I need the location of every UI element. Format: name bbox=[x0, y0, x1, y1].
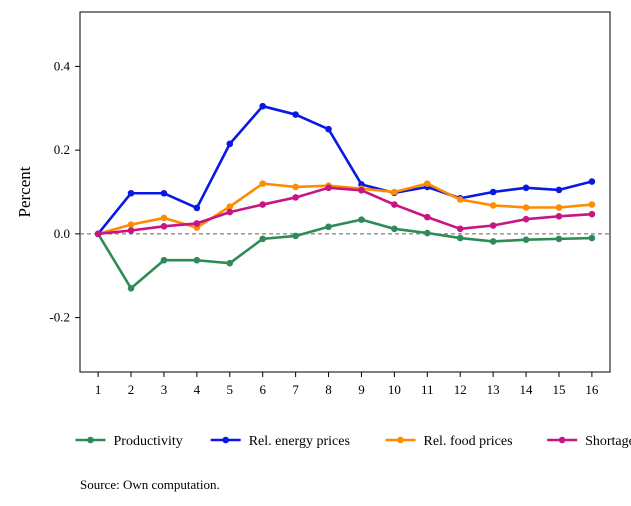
series-line bbox=[97, 104, 593, 235]
legend-label: Shortages bbox=[585, 434, 631, 449]
data-point bbox=[127, 189, 135, 197]
data-point bbox=[259, 102, 267, 110]
data-point bbox=[358, 187, 365, 194]
x-tick-label: 5 bbox=[227, 382, 234, 397]
axes: -0.20.00.20.41 2 3 4 5 6 7 8 9 10 11 12 13 14 15 16 bbox=[49, 58, 598, 397]
data-point bbox=[325, 223, 332, 231]
data-point bbox=[489, 202, 497, 209]
series-line bbox=[97, 182, 593, 236]
data-point bbox=[522, 215, 530, 223]
data-point bbox=[325, 125, 332, 133]
data-point bbox=[325, 184, 332, 192]
data-point bbox=[160, 189, 168, 197]
source-note: Source: Own computation. bbox=[80, 477, 220, 492]
data-point bbox=[588, 178, 596, 185]
x-tick-label: 9 bbox=[358, 382, 365, 397]
legend: Productivity Rel. energy prices Rel. food … bbox=[75, 434, 631, 449]
data-point bbox=[259, 235, 267, 243]
x-tick-label: 12 bbox=[454, 382, 467, 397]
data-point bbox=[489, 238, 497, 245]
data-point bbox=[226, 208, 234, 216]
data-point bbox=[588, 210, 596, 218]
legend-swatch-marker bbox=[397, 436, 404, 444]
x-tick-label: 11 bbox=[421, 382, 434, 397]
y-axis-title: Percent bbox=[15, 166, 34, 217]
data-point bbox=[423, 229, 431, 237]
data-point bbox=[391, 188, 398, 196]
data-point bbox=[127, 284, 135, 292]
legend-swatch-marker bbox=[222, 436, 229, 444]
data-point bbox=[456, 225, 464, 233]
data-point bbox=[292, 111, 299, 118]
data-point bbox=[423, 180, 431, 187]
data-point bbox=[259, 201, 267, 208]
data-point bbox=[226, 140, 234, 148]
data-point bbox=[160, 223, 168, 230]
data-point bbox=[588, 234, 596, 242]
x-tick-label: 4 bbox=[194, 382, 201, 397]
data-point bbox=[555, 186, 563, 194]
y-tick-label: 0.0 bbox=[54, 226, 70, 241]
data-point bbox=[160, 214, 168, 222]
legend-swatch-marker bbox=[558, 436, 566, 444]
data-point bbox=[127, 221, 135, 228]
x-tick-label: 2 bbox=[128, 382, 135, 397]
x-tick-label: 1 bbox=[95, 382, 102, 397]
data-point bbox=[292, 194, 299, 201]
data-point bbox=[555, 235, 563, 243]
data-point bbox=[94, 230, 102, 238]
x-tick-label: 10 bbox=[388, 382, 401, 397]
series-line bbox=[96, 218, 592, 290]
plot-frame bbox=[79, 11, 611, 373]
data-point bbox=[292, 183, 299, 191]
data-point bbox=[193, 204, 201, 212]
x-tick-label: 3 bbox=[161, 382, 168, 397]
data-point bbox=[292, 232, 299, 240]
x-tick-label: 13 bbox=[487, 382, 500, 397]
data-point bbox=[489, 188, 497, 196]
data-point bbox=[226, 203, 234, 210]
data-point bbox=[259, 180, 267, 187]
x-tick-label: 14 bbox=[520, 382, 534, 397]
data-point bbox=[555, 204, 563, 211]
data-point bbox=[391, 201, 398, 208]
x-tick-label: 15 bbox=[552, 382, 565, 397]
data-point bbox=[358, 216, 365, 223]
legend-label: Rel. food prices bbox=[424, 434, 513, 449]
data-point bbox=[423, 213, 431, 221]
x-tick-label: 8 bbox=[325, 382, 332, 397]
data-point bbox=[522, 204, 530, 211]
y-tick-label: -0.2 bbox=[49, 310, 70, 325]
x-tick-label: 16 bbox=[585, 382, 599, 397]
data-point bbox=[588, 201, 596, 208]
data-point bbox=[456, 196, 464, 203]
data-point bbox=[522, 236, 530, 244]
data-point bbox=[193, 256, 201, 264]
data-point bbox=[522, 184, 530, 192]
data-point bbox=[391, 225, 398, 233]
data-point bbox=[160, 256, 168, 264]
data-point bbox=[555, 212, 563, 220]
x-tick-label: 7 bbox=[292, 382, 299, 397]
x-tick-label: 6 bbox=[259, 382, 266, 397]
series-line bbox=[97, 186, 592, 236]
data-point bbox=[193, 220, 201, 227]
series-lines bbox=[94, 102, 596, 292]
data-point bbox=[127, 227, 135, 234]
y-tick-label: 0.2 bbox=[54, 142, 70, 157]
legend-label: Rel. energy prices bbox=[249, 434, 350, 449]
data-point bbox=[456, 234, 464, 242]
legend-label: Productivity bbox=[114, 434, 183, 449]
y-tick-label: 0.4 bbox=[54, 58, 71, 73]
data-point bbox=[489, 222, 497, 229]
legend-swatch-marker bbox=[87, 436, 94, 444]
data-point bbox=[226, 259, 234, 267]
